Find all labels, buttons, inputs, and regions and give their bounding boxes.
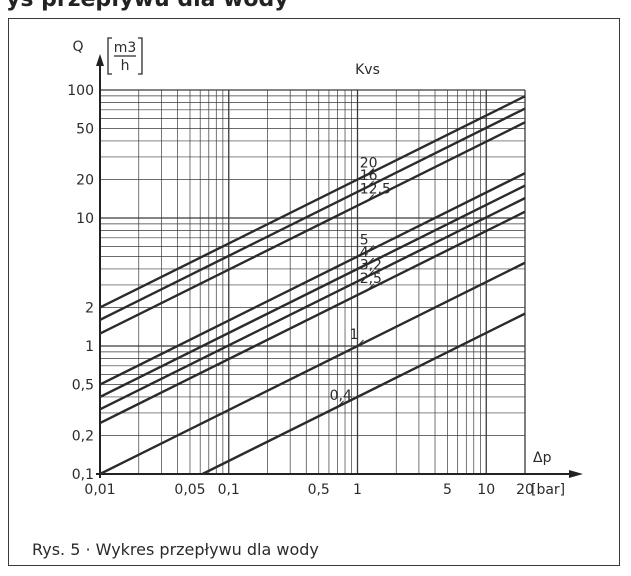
series-line [99, 261, 526, 476]
series-line [99, 210, 526, 425]
series-label: 1 [350, 327, 359, 343]
kvs-title: Kvs [355, 62, 380, 78]
series-label: 2,5 [360, 271, 382, 287]
series-label: 16 [360, 168, 378, 184]
series-leader [355, 339, 364, 349]
series-line [99, 95, 526, 309]
series-leader [365, 168, 375, 177]
series-line [99, 172, 526, 386]
series-line [99, 197, 526, 411]
series-label: 12,5 [360, 182, 391, 198]
unit-bracket-left [107, 37, 112, 75]
y-axis-title: Q [72, 39, 83, 55]
x-tick-label: 10 [477, 482, 495, 498]
y-tick-label: 0,2 [72, 429, 94, 445]
series-line [99, 121, 526, 335]
y-tick-label: 100 [67, 83, 94, 99]
x-tick-label: 20 [516, 482, 534, 498]
series-leader [365, 257, 375, 267]
page-header-fragment: ys przepływu dla wody [0, 0, 631, 18]
x-tick-label: 1 [353, 482, 362, 498]
series-leader [365, 245, 375, 254]
x-tick-label: 0,5 [308, 482, 330, 498]
series-layer [99, 95, 526, 476]
y-tick-label: 20 [76, 173, 94, 189]
series-leader [365, 194, 375, 203]
series-leader [365, 283, 375, 293]
y-tick-label: 2 [85, 301, 94, 317]
x-tick-label: 0,1 [218, 482, 240, 498]
y-unit-numerator: m3 [114, 40, 137, 56]
unit-bracket-right [138, 37, 143, 75]
series-line [99, 184, 526, 399]
x-axis-arrow [569, 470, 583, 478]
series-label: 0,4 [330, 388, 352, 404]
series-line [201, 312, 526, 476]
y-axis-arrow [96, 54, 104, 66]
x-tick-label: 5 [443, 482, 452, 498]
series-leader [365, 269, 375, 279]
y-unit-denominator: h [121, 58, 130, 74]
label-layer: 0,1 0,2 0,5 1 2 10 20 50 100 0,01 0,05 0,1 0,5 1 5 10 20… [67, 37, 565, 498]
series-line [99, 107, 526, 321]
series-label: 4 [360, 245, 369, 261]
x-tick-label: 0,05 [174, 482, 205, 498]
y-tick-label: 50 [76, 122, 94, 138]
page-header-text: ys przepływu dla wody [6, 0, 289, 12]
y-tick-label: 1 [85, 339, 94, 355]
y-tick-label: 0,1 [72, 467, 94, 483]
series-label: 20 [360, 155, 378, 171]
series-leader [365, 180, 375, 190]
x-unit-label: [bar] [531, 482, 565, 498]
x-tick-label: 0,01 [84, 482, 115, 498]
series-leader [335, 400, 344, 410]
x-axis-title: Δp [533, 450, 552, 466]
series-label: 3,2 [360, 257, 382, 273]
figure-caption: Rys. 5 · Wykres przepływu dla wody [32, 540, 319, 559]
y-tick-label: 10 [76, 211, 94, 227]
series-label: 5 [360, 233, 369, 249]
y-tick-label: 0,5 [72, 378, 94, 394]
grid-layer [100, 89, 526, 474]
